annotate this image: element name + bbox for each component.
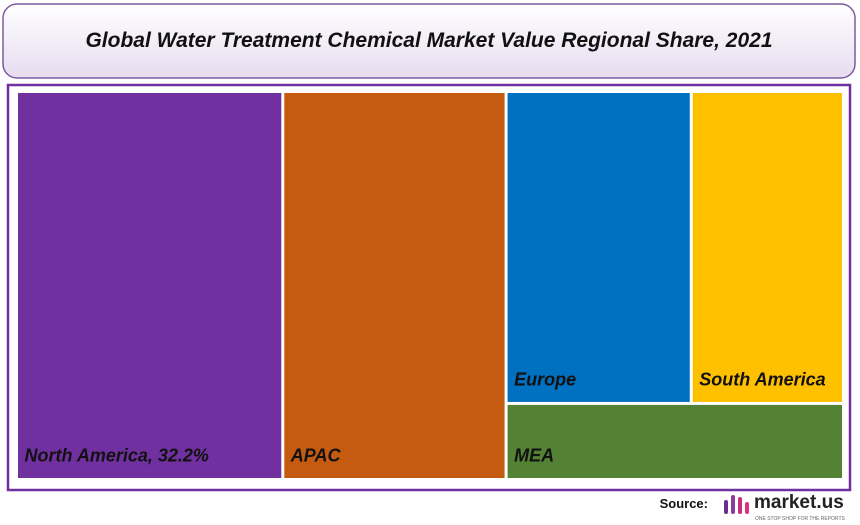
- tile-label: MEA: [514, 446, 554, 466]
- tile-label: North America, 32.2%: [25, 446, 209, 466]
- tile-label: APAC: [290, 446, 342, 466]
- logo-text: market.us: [754, 492, 844, 513]
- tile-label: Europe: [514, 369, 576, 389]
- tile: [18, 93, 282, 478]
- chart-title: Global Water Treatment Chemical Market V…: [85, 29, 772, 52]
- title-box: [2, 3, 856, 79]
- logo-icon: [724, 495, 749, 514]
- source-label: Source:: [660, 496, 708, 511]
- tile: [507, 93, 690, 402]
- tile: [692, 93, 842, 402]
- tile-label: South America: [699, 369, 825, 389]
- tile: [284, 93, 505, 478]
- tile: [507, 404, 842, 478]
- logo-tagline: ONE STOP SHOP FOR THE REPORTS: [755, 516, 846, 522]
- treemap: North America, 32.2% APAC Europe South Amer…: [18, 93, 842, 478]
